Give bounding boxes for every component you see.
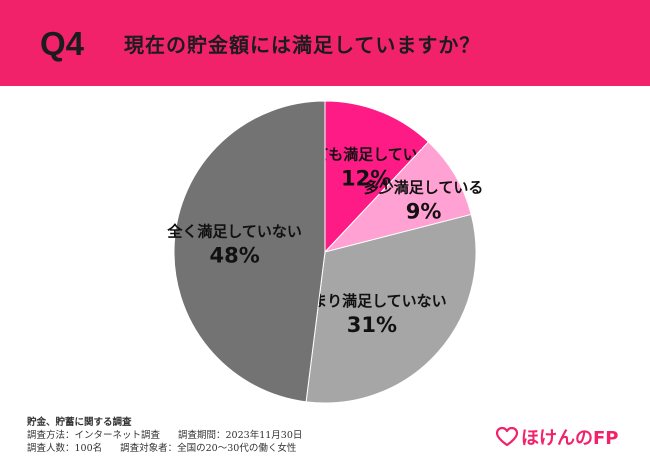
slice-label: 多少満足している (364, 179, 484, 197)
pie-slice (324, 100, 430, 254)
heart-icon (496, 427, 518, 447)
slice-percent: 31% (347, 313, 397, 337)
slice-percent: 48% (209, 244, 259, 268)
survey-footnote: 貯金、貯蓄に関する調査 調査方法：インターネット調査 調査期間：2023年11月3… (27, 416, 302, 455)
header-banner: Q4 現在の貯金額には満足していますか？ (0, 0, 650, 86)
survey-count: 調査人数：100名 (27, 443, 103, 454)
slice-label: あまり満足していない (297, 292, 447, 310)
slice-percent: 12% (341, 166, 391, 190)
logo-text: ほけんのFP (521, 428, 619, 449)
survey-target: 調査対象者：全国の20〜30代の働く女性 (120, 443, 297, 454)
brand-logo: ほけんのFP (496, 424, 619, 450)
slice-label: とても満足している (299, 145, 432, 163)
pie-slice (323, 141, 472, 253)
slice-label: 全く満足していない (166, 223, 302, 241)
question-title: 現在の貯金額には満足していますか？ (124, 33, 481, 57)
slice-percent: 9% (406, 200, 442, 224)
pie-chart: とても満足している 12%多少満足している 9% あまり満足していない 31% 全く満足し… (166, 100, 484, 404)
question-number: Q4 (40, 25, 85, 62)
pie-slice (173, 100, 326, 403)
survey-method: 調査方法：インターネット調査 (27, 430, 161, 441)
pie-slice (305, 213, 477, 404)
survey-title: 貯金、貯蓄に関する調査 (27, 417, 132, 428)
survey-period: 調査期間：2023年11月30日 (178, 430, 303, 441)
